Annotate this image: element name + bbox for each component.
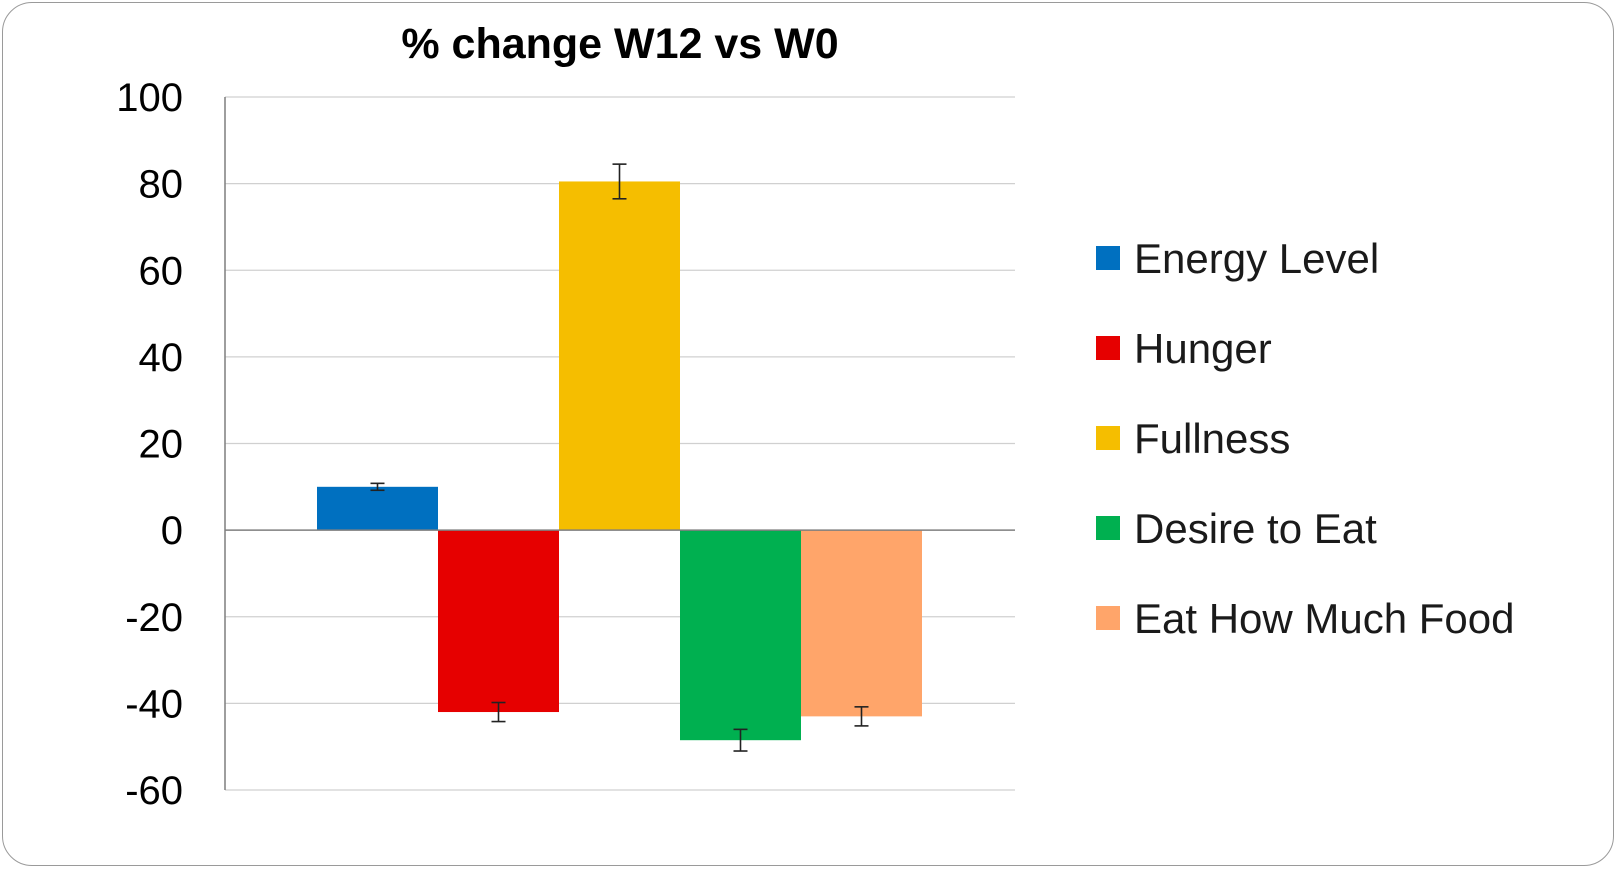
legend-swatch bbox=[1096, 246, 1120, 270]
legend: Energy Level Hunger Fullness Desire to Eat E… bbox=[1096, 235, 1515, 642]
legend-label: Energy Level bbox=[1134, 235, 1379, 282]
legend-label: Hunger bbox=[1134, 325, 1272, 372]
legend-swatch bbox=[1096, 516, 1120, 540]
legend-item: Energy Level bbox=[1096, 235, 1379, 282]
legend-swatch bbox=[1096, 606, 1120, 630]
legend-swatch bbox=[1096, 426, 1120, 450]
bar-fullness bbox=[559, 181, 680, 531]
y-tick-label: 100 bbox=[116, 76, 183, 120]
legend-item: Hunger bbox=[1096, 325, 1272, 372]
y-tick-label: -20 bbox=[125, 596, 183, 640]
bar-eat-how-much-food bbox=[801, 530, 922, 717]
error-bar bbox=[854, 706, 869, 727]
legend-item: Fullness bbox=[1096, 415, 1290, 462]
legend-label: Eat How Much Food bbox=[1134, 595, 1515, 642]
legend-item: Desire to Eat bbox=[1096, 505, 1377, 552]
legend-label: Fullness bbox=[1134, 415, 1290, 462]
bar-energy-level bbox=[317, 486, 438, 531]
y-tick-label: -40 bbox=[125, 682, 183, 726]
y-tick-label: 20 bbox=[139, 423, 184, 467]
bar-desire-to-eat bbox=[680, 530, 801, 741]
error-bar bbox=[612, 163, 627, 200]
legend-label: Desire to Eat bbox=[1134, 505, 1377, 552]
error-bar bbox=[370, 482, 385, 492]
chart-title: % change W12 vs W0 bbox=[401, 20, 838, 68]
bar-hunger bbox=[438, 530, 559, 713]
y-tick-label: 60 bbox=[139, 249, 184, 293]
legend-item: Eat How Much Food bbox=[1096, 595, 1515, 642]
error-bar bbox=[491, 701, 506, 723]
legend-swatch bbox=[1096, 336, 1120, 360]
error-bar bbox=[733, 728, 748, 752]
y-tick-label: 80 bbox=[139, 163, 184, 207]
y-tick-label: 0 bbox=[161, 509, 183, 553]
y-tick-label: 40 bbox=[139, 336, 184, 380]
bars bbox=[317, 181, 922, 741]
y-tick-label: -60 bbox=[125, 769, 183, 813]
y-axis-tick-labels: 100 80 60 40 20 0 -20 -40 -60 bbox=[116, 76, 183, 813]
error-bars bbox=[370, 163, 869, 752]
